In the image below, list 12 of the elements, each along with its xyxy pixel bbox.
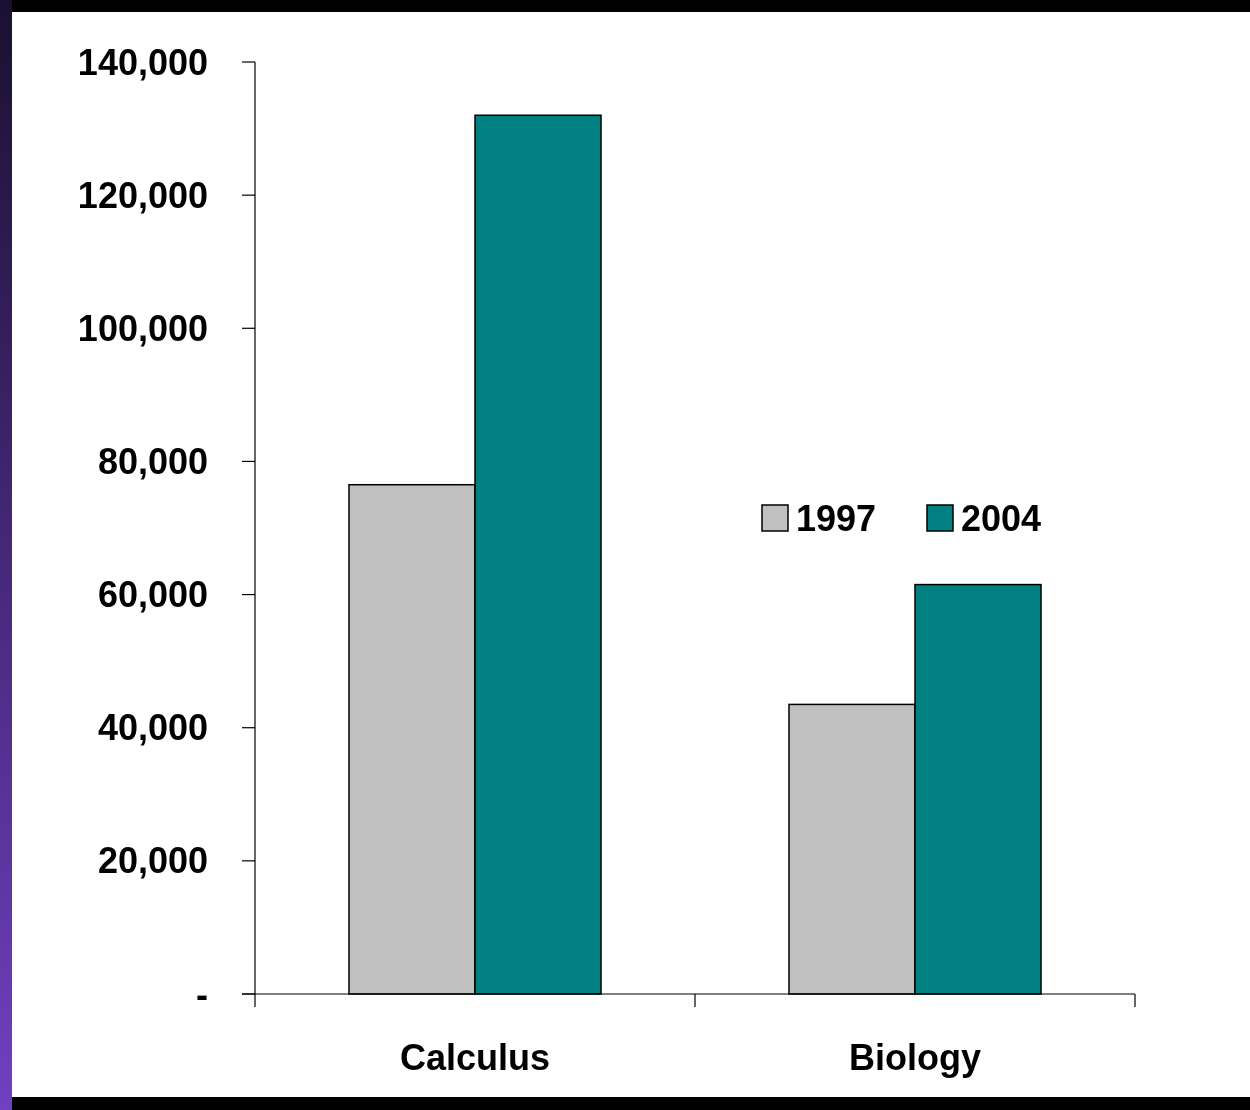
y-tick-label: 120,000 <box>77 174 208 216</box>
y-tick-label: 140,000 <box>77 41 208 83</box>
x-tick-label: Calculus <box>399 1037 551 1078</box>
y-tick-label: 60,000 <box>97 574 208 616</box>
x-tick-label: Biology <box>849 1037 981 1078</box>
y-tick-label: 20,000 <box>97 840 208 882</box>
y-tick-label: 100,000 <box>77 307 208 349</box>
y-tick-label: 80,000 <box>97 441 208 483</box>
y-tick-label: 40,000 <box>97 707 208 749</box>
legend-label: 1997 <box>796 497 877 539</box>
legend-label: 2004 <box>961 497 1042 539</box>
y-tick-label: - <box>196 973 208 1015</box>
